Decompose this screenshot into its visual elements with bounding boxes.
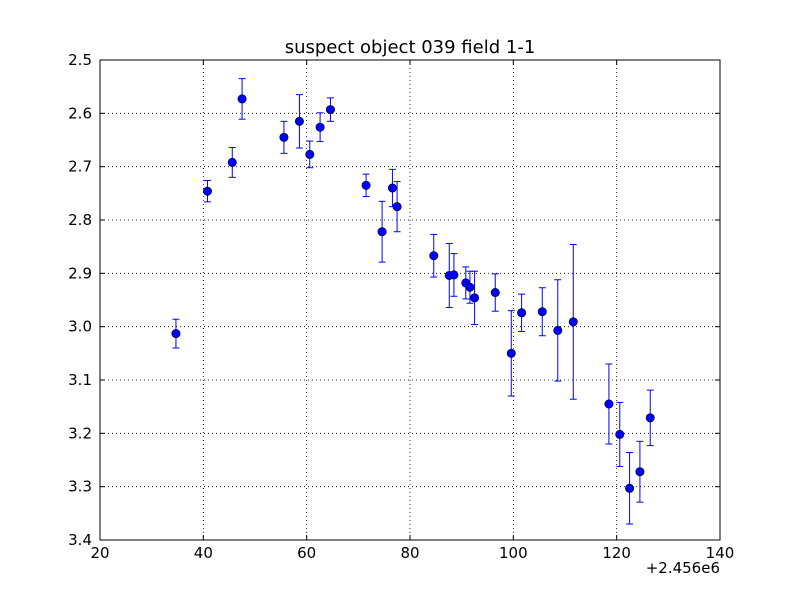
data-point [325, 105, 335, 115]
plot-frame [99, 59, 721, 541]
ticks-layer: 20 40 60 80 100 120 140 2.5 2.6 2.7 2.8 2.9 3.0 3.1 3.… [68, 51, 734, 562]
y-tick-label: 2.7 [68, 158, 92, 176]
chart-title: suspect object 039 field 1-1 [285, 37, 536, 58]
x-tick-label: 120 [602, 544, 631, 562]
data-point [294, 116, 304, 126]
grid-layer [100, 60, 720, 540]
data-point [465, 282, 475, 292]
data-point [377, 227, 387, 237]
y-tick-label: 2.9 [68, 264, 92, 282]
data-point [553, 325, 563, 335]
data-point [506, 348, 516, 358]
x-tick-label: 140 [706, 544, 735, 562]
y-tick-label: 2.6 [68, 104, 92, 122]
x-tick-label: 40 [194, 544, 213, 562]
data-point [645, 413, 655, 423]
data-point [449, 270, 459, 280]
data-point [490, 288, 500, 298]
y-tick-label: 3.0 [68, 318, 92, 336]
points-layer [171, 94, 655, 493]
data-point [392, 202, 402, 212]
x-tick-label: 100 [499, 544, 528, 562]
x-tick-label: 60 [297, 544, 316, 562]
y-tick-label: 2.5 [68, 51, 92, 69]
data-point [202, 186, 212, 196]
x-tick-label: 80 [400, 544, 419, 562]
data-point [470, 293, 480, 303]
y-tick-label: 3.2 [68, 424, 92, 442]
data-point [568, 317, 578, 327]
data-point [517, 308, 527, 318]
y-tick-label: 3.4 [68, 531, 92, 549]
data-point [429, 251, 439, 261]
y-tick-label: 3.1 [68, 371, 92, 389]
data-point [227, 157, 237, 167]
data-point [604, 399, 614, 409]
data-point [537, 307, 547, 317]
data-point [625, 483, 635, 493]
data-point [305, 149, 315, 159]
y-tick-label: 2.8 [68, 211, 92, 229]
data-point [615, 429, 625, 439]
data-point [237, 94, 247, 104]
data-point [635, 467, 645, 477]
y-tick-label: 3.3 [68, 478, 92, 496]
data-point [171, 329, 181, 339]
data-point [315, 122, 325, 132]
x-tick-label: 20 [90, 544, 109, 562]
x-offset-label: +2.456e6 [646, 559, 720, 577]
data-point [361, 180, 371, 190]
data-point [279, 132, 289, 142]
errorbar-layer [172, 78, 654, 525]
data-point [387, 183, 397, 193]
